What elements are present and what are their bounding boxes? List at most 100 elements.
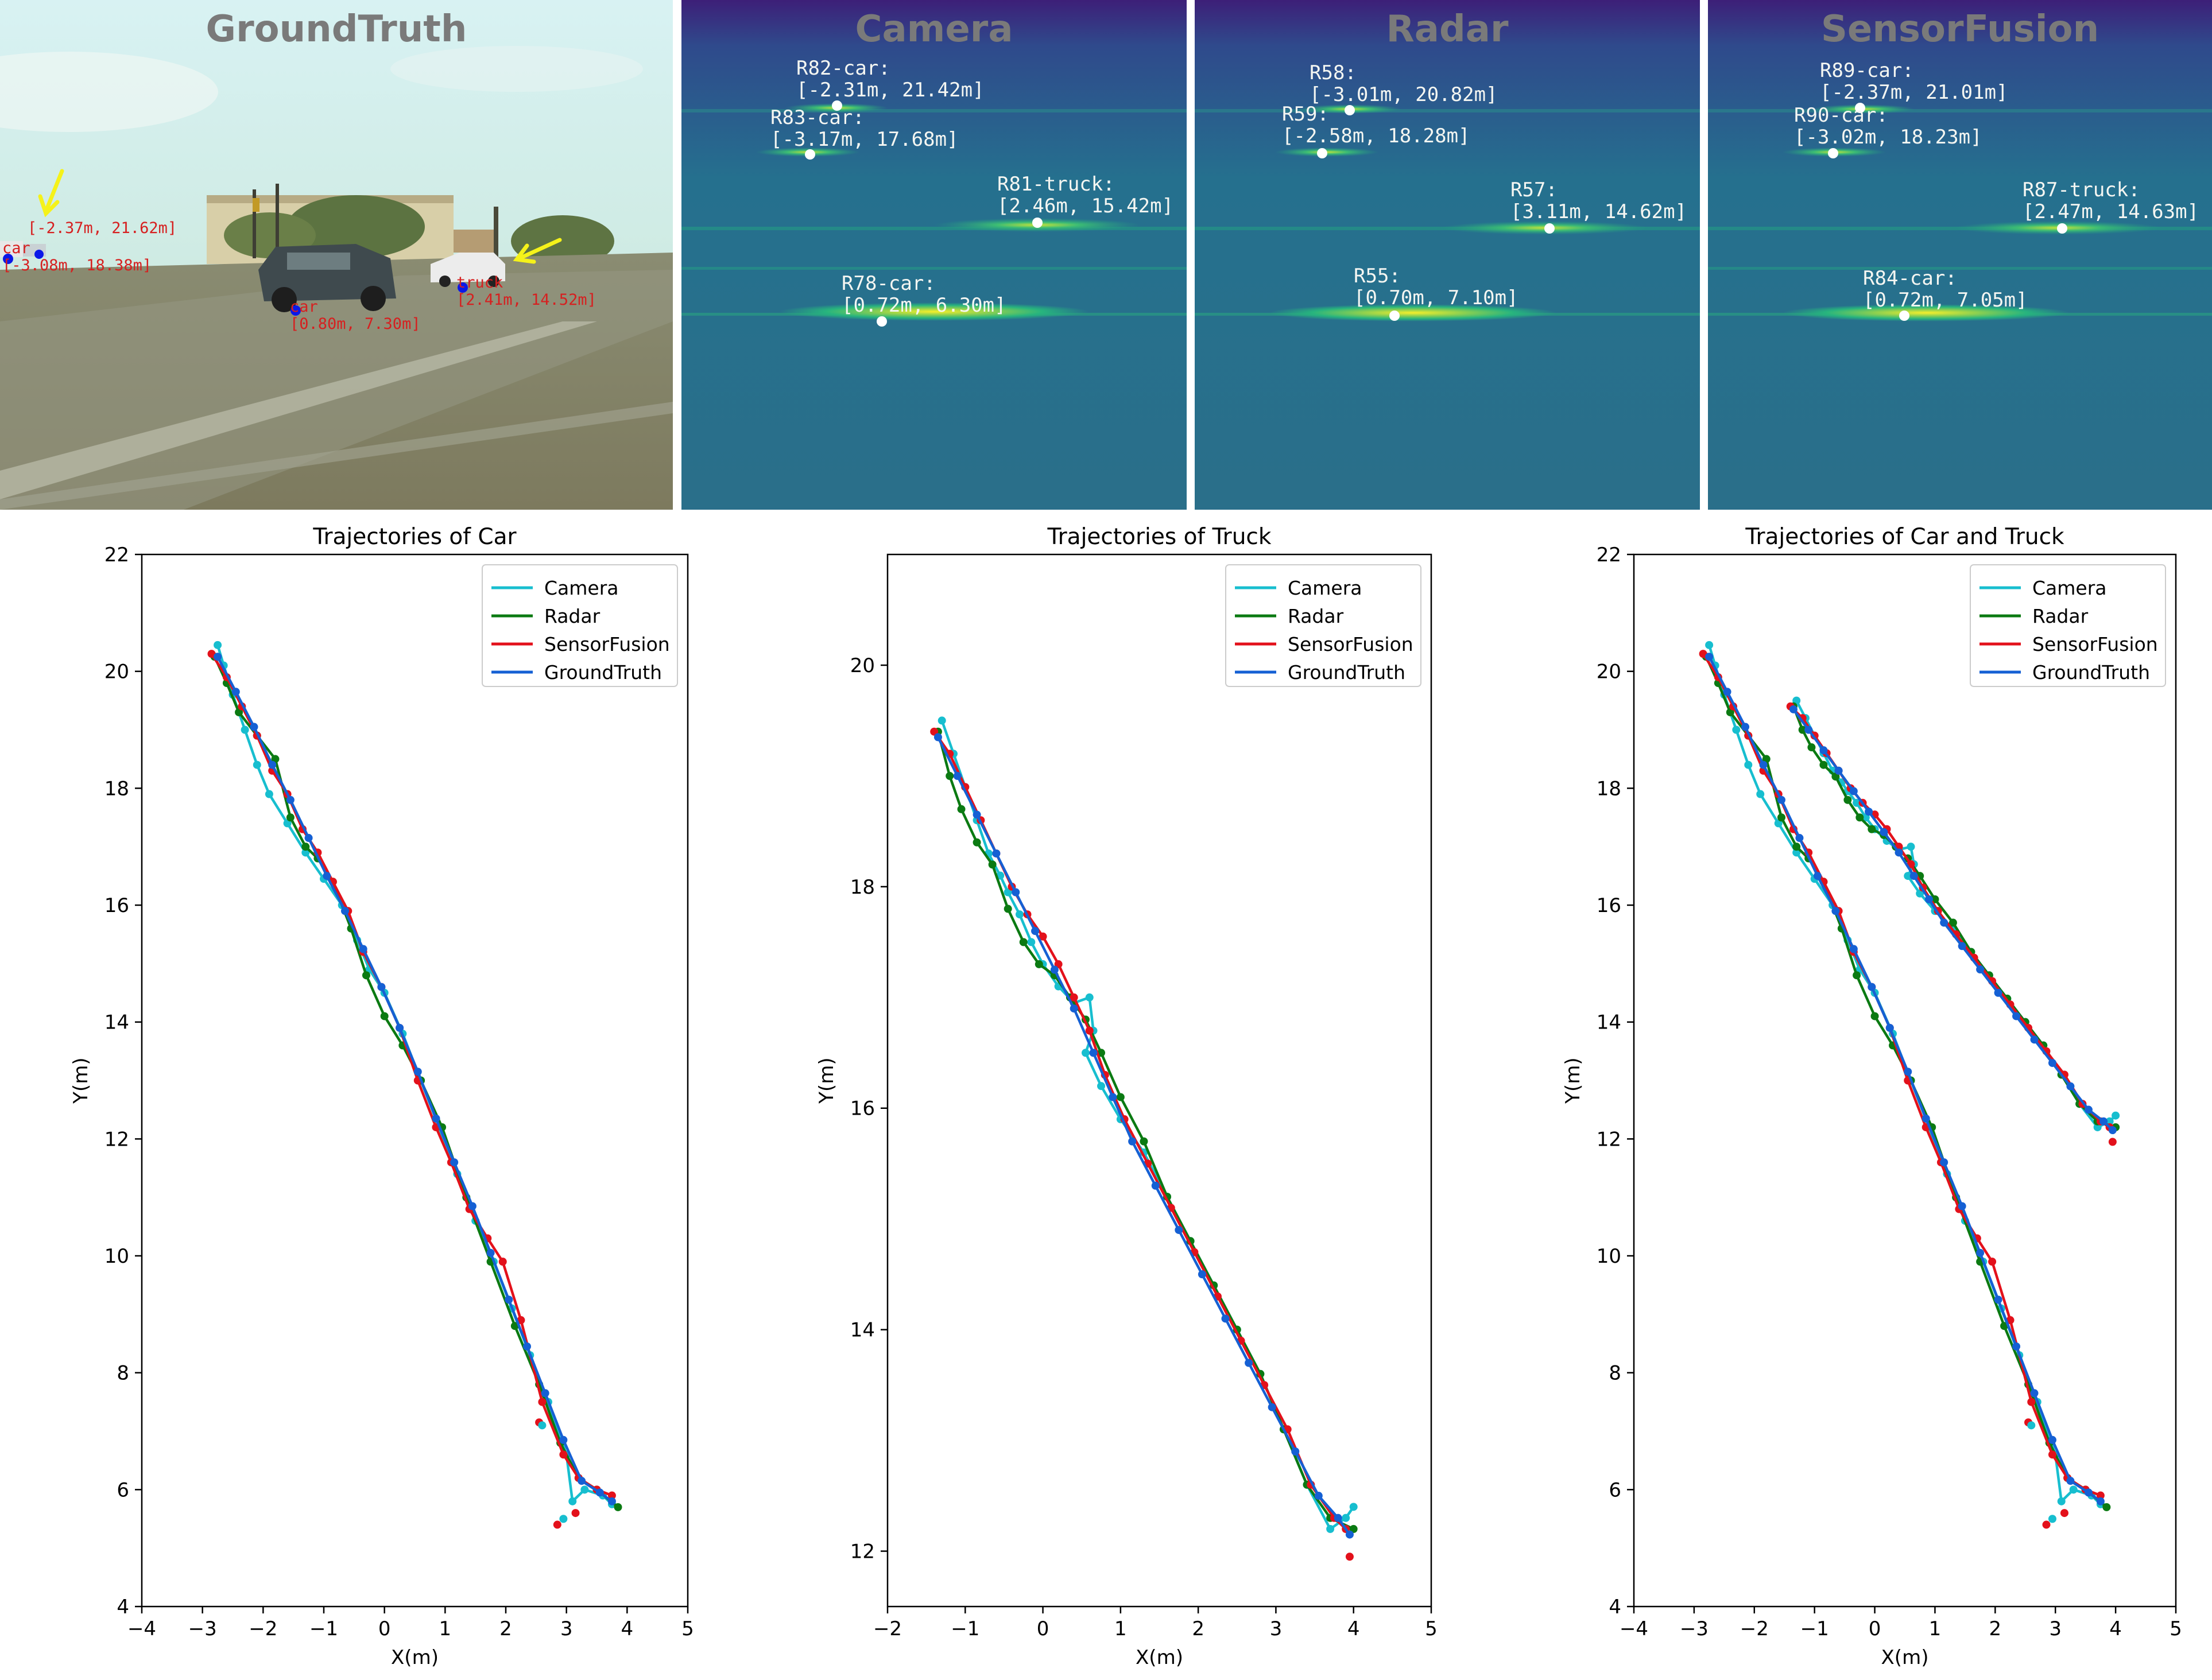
data-point-camera bbox=[253, 761, 261, 769]
y-tick-label: 14 bbox=[104, 1011, 129, 1034]
panel-title: GroundTruth bbox=[206, 8, 467, 51]
data-point-groundtruth bbox=[2048, 1058, 2056, 1067]
data-point-radar bbox=[988, 860, 997, 869]
series-line-camera bbox=[940, 720, 1355, 1531]
x-tick-label: 4 bbox=[2109, 1617, 2122, 1640]
data-point-groundtruth bbox=[607, 1497, 616, 1506]
x-tick-label: −1 bbox=[1800, 1617, 1829, 1640]
sensor-fusion-label: R87-truck: [2.47m, 14.63m] bbox=[2023, 179, 2199, 223]
panel-title: SensorFusion bbox=[1820, 8, 2099, 51]
gt-point-truck bbox=[458, 282, 468, 293]
gt-point-car2 bbox=[34, 250, 44, 259]
radar-heatmap-panel: Radar R58: [-3.01m, 20.82m] R59: [-2.58m… bbox=[1195, 0, 1700, 510]
data-point-groundtruth bbox=[231, 688, 240, 696]
data-point-groundtruth bbox=[992, 849, 1001, 858]
legend-label-camera: Camera bbox=[2032, 577, 2107, 599]
data-point-groundtruth bbox=[250, 723, 258, 731]
x-tick-label: 1 bbox=[1114, 1617, 1127, 1640]
x-tick-label: 3 bbox=[560, 1617, 573, 1640]
radar-label: R59: [-2.58m, 18.28m] bbox=[1282, 103, 1470, 148]
data-point-sensorfusion bbox=[538, 1398, 547, 1406]
data-point-camera bbox=[265, 790, 273, 798]
data-point-groundtruth bbox=[413, 1068, 422, 1076]
data-point-camera bbox=[938, 716, 946, 725]
data-point-groundtruth bbox=[1994, 1295, 2002, 1304]
data-point-groundtruth bbox=[1345, 1530, 1354, 1539]
arrow-icon bbox=[513, 238, 562, 264]
legend-box bbox=[482, 564, 678, 687]
data-point-radar bbox=[1116, 1093, 1125, 1101]
data-point-groundtruth bbox=[1050, 965, 1059, 974]
data-point-radar bbox=[1855, 813, 1864, 822]
data-point-camera bbox=[1085, 993, 1094, 1002]
data-point-camera bbox=[1705, 641, 1714, 649]
sensor-fusion-label: R90-car: [-3.02m, 18.23m] bbox=[1794, 104, 1982, 149]
legend-label-sensorfusion: SensorFusion bbox=[1288, 633, 1413, 655]
data-point-sensorfusion bbox=[559, 1450, 568, 1459]
data-point-radar bbox=[1019, 938, 1028, 946]
data-point-radar bbox=[510, 1322, 519, 1330]
data-point-sensorfusion bbox=[1345, 1553, 1354, 1561]
data-point-groundtruth bbox=[1109, 1093, 1117, 1101]
data-point-groundtruth bbox=[1128, 1137, 1137, 1146]
data-point-groundtruth bbox=[2030, 1389, 2039, 1398]
data-point-groundtruth bbox=[214, 653, 222, 661]
x-tick-label: −2 bbox=[1740, 1617, 1769, 1640]
data-point-groundtruth bbox=[1940, 918, 1948, 927]
data-point-groundtruth bbox=[933, 733, 942, 742]
x-tick-label: 5 bbox=[1425, 1617, 1438, 1640]
data-point-radar bbox=[1035, 960, 1043, 968]
sensor-fusion-heatmap bbox=[1708, 0, 2212, 510]
data-point-sensorfusion bbox=[498, 1258, 507, 1266]
data-point-groundtruth bbox=[1940, 1158, 1948, 1167]
data-point-groundtruth bbox=[953, 771, 962, 780]
series-line-radar bbox=[936, 731, 1354, 1530]
data-point-groundtruth bbox=[1151, 1181, 1160, 1190]
data-point-groundtruth bbox=[1904, 1068, 1912, 1076]
data-point-radar bbox=[1948, 918, 1957, 927]
data-point-groundtruth bbox=[2096, 1497, 2105, 1506]
y-tick-label: 12 bbox=[850, 1541, 875, 1563]
data-point-sensorfusion bbox=[2108, 1138, 2117, 1146]
data-point-radar bbox=[973, 838, 981, 847]
data-point-groundtruth bbox=[2066, 1477, 2075, 1485]
x-tick-label: −4 bbox=[127, 1617, 156, 1640]
data-point-sensorfusion bbox=[2027, 1398, 2036, 1406]
legend-label-radar: Radar bbox=[1288, 605, 1344, 627]
data-point-groundtruth bbox=[1924, 895, 1933, 903]
gt-point-car1 bbox=[3, 254, 13, 264]
data-point-groundtruth bbox=[1880, 828, 1888, 836]
data-point-camera bbox=[559, 1515, 568, 1523]
x-tick-label: 4 bbox=[621, 1617, 634, 1640]
y-axis-label: Y(m) bbox=[1562, 1057, 1585, 1104]
gt-label-car1: car [-3.08m, 18.38m] bbox=[2, 239, 152, 274]
data-point-sensorfusion bbox=[1699, 650, 1707, 658]
data-point-groundtruth bbox=[1849, 787, 1858, 796]
y-tick-label: 16 bbox=[1597, 894, 1621, 917]
chart-svg: Trajectories of Car and Truck−4 −3 −2 −1 0 1 2… bbox=[1562, 524, 2182, 1669]
data-point-groundtruth bbox=[268, 761, 277, 769]
y-tick-label: 12 bbox=[1597, 1128, 1621, 1151]
data-point-camera bbox=[568, 1497, 577, 1506]
y-tick-label: 4 bbox=[1609, 1596, 1621, 1619]
y-tick-label: 18 bbox=[1597, 777, 1621, 800]
data-point-sensorfusion bbox=[1070, 993, 1078, 1002]
arrow-icon bbox=[38, 169, 64, 218]
chart-trajectories-car-and-truck: Trajectories of Car and Truck −4 −3 −2 −1 0 1 2… bbox=[1487, 510, 2212, 1680]
data-point-camera bbox=[2057, 1497, 2066, 1506]
y-tick-label: 10 bbox=[104, 1245, 129, 1268]
data-point-camera bbox=[2112, 1111, 2120, 1120]
y-tick-label: 8 bbox=[1609, 1362, 1621, 1385]
x-tick-label: 4 bbox=[1347, 1617, 1360, 1640]
data-point-groundtruth bbox=[2030, 1035, 2039, 1044]
plot-frame bbox=[141, 553, 689, 1608]
chart-trajectories-truck: Trajectories of Truck −2 −1 0 1 2 3 4 5 12 14 16 18 2… bbox=[741, 510, 1487, 1680]
x-tick-label: 0 bbox=[1869, 1617, 1881, 1640]
data-point-groundtruth bbox=[2084, 1105, 2093, 1114]
data-point-groundtruth bbox=[2084, 1488, 2093, 1497]
data-point-camera bbox=[1027, 938, 1036, 946]
data-point-groundtruth bbox=[1723, 688, 1731, 696]
y-axis-label: Y(m) bbox=[69, 1057, 92, 1104]
data-point-groundtruth bbox=[1741, 723, 1750, 731]
legend-label-camera: Camera bbox=[544, 577, 619, 599]
